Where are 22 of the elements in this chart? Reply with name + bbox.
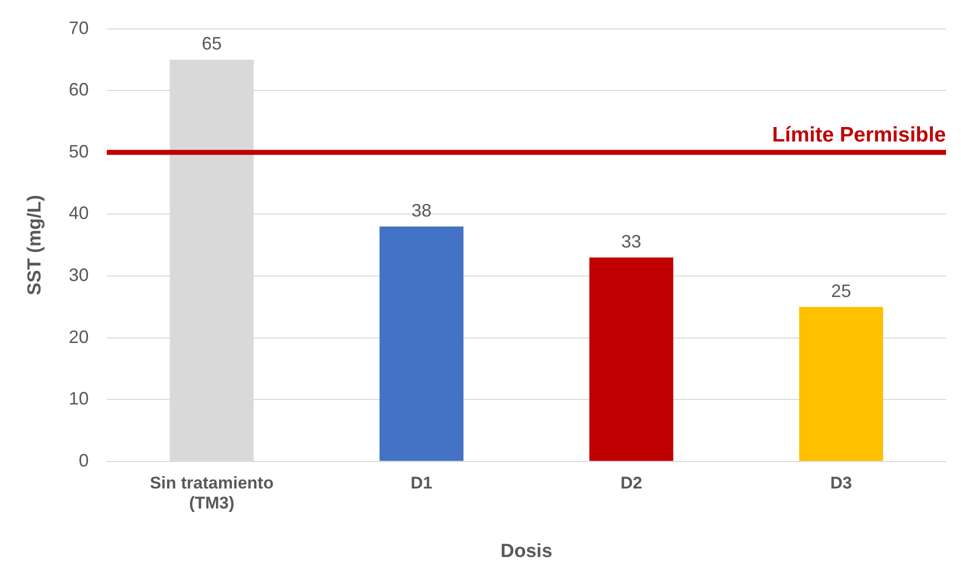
y-tick-label: 70 (68, 18, 89, 38)
y-tick-label: 40 (68, 203, 89, 224)
ref-line-label: Límite Permisible (772, 124, 946, 147)
x-tick-label: D3 (830, 473, 852, 492)
bar (799, 306, 884, 461)
y-axis-title: SST (mg/L) (24, 194, 46, 296)
x-tick-label: D1 (410, 473, 432, 492)
data-label: 65 (202, 34, 222, 54)
y-tick-label: 20 (68, 326, 89, 347)
x-tick-label: Sin tratamiento (TM3) (150, 473, 274, 513)
bar (380, 226, 464, 461)
data-label: 33 (621, 231, 642, 252)
y-tick-label: 30 (68, 264, 89, 285)
x-axis-title: Dosis (500, 540, 552, 562)
data-label: 25 (831, 280, 852, 301)
y-tick-label: 50 (68, 141, 89, 162)
y-tick-label: 0 (78, 450, 89, 470)
data-label: 38 (412, 200, 432, 221)
y-tick-label: 10 (68, 388, 89, 409)
y-tick-label: 60 (68, 80, 89, 100)
bar (589, 257, 674, 461)
x-tick-label: D2 (620, 473, 642, 492)
